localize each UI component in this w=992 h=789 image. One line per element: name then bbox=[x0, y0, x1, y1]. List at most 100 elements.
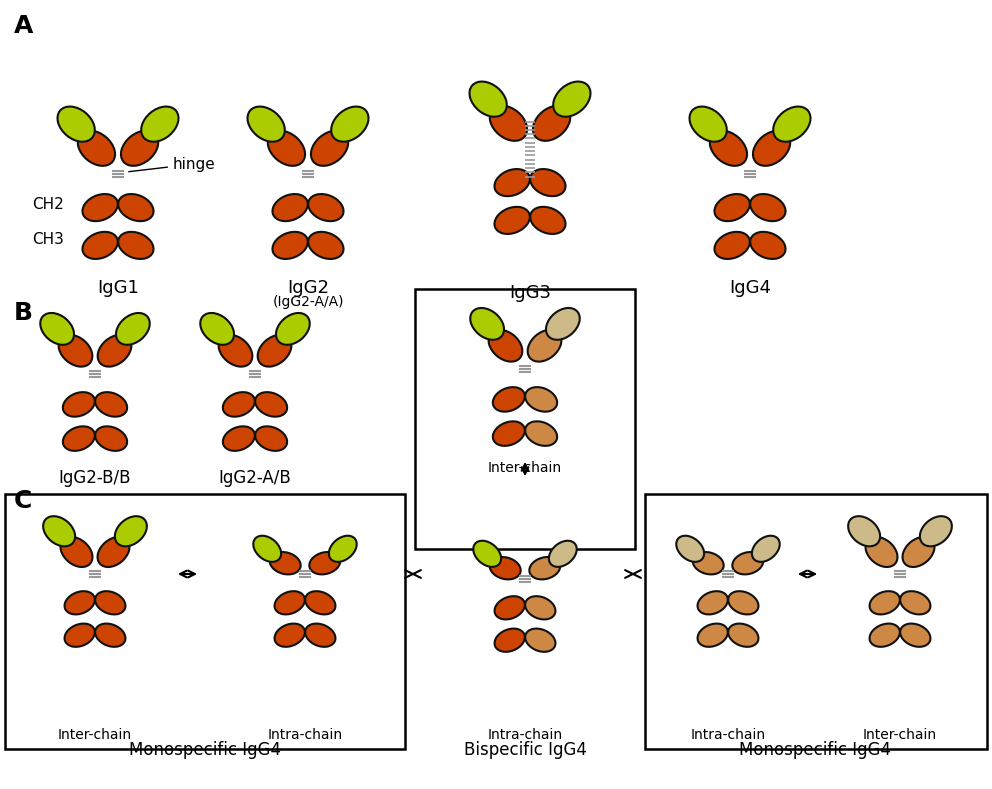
Ellipse shape bbox=[310, 552, 340, 574]
Ellipse shape bbox=[275, 623, 305, 647]
Ellipse shape bbox=[697, 591, 728, 615]
Text: CH3: CH3 bbox=[32, 231, 63, 246]
Ellipse shape bbox=[495, 629, 525, 652]
Text: B: B bbox=[14, 301, 33, 325]
Bar bbox=[645, 494, 987, 749]
Ellipse shape bbox=[495, 596, 525, 619]
Ellipse shape bbox=[677, 536, 704, 562]
Text: hinge: hinge bbox=[129, 156, 215, 172]
Ellipse shape bbox=[200, 313, 234, 345]
Ellipse shape bbox=[77, 131, 115, 166]
Ellipse shape bbox=[64, 591, 95, 615]
Ellipse shape bbox=[900, 591, 930, 615]
Ellipse shape bbox=[528, 330, 561, 361]
Ellipse shape bbox=[223, 426, 255, 451]
Ellipse shape bbox=[753, 131, 791, 166]
Ellipse shape bbox=[920, 516, 952, 546]
Ellipse shape bbox=[273, 194, 308, 221]
Text: Inter-chain: Inter-chain bbox=[863, 728, 937, 742]
Ellipse shape bbox=[848, 516, 880, 546]
Ellipse shape bbox=[554, 81, 590, 117]
Ellipse shape bbox=[58, 107, 95, 142]
Ellipse shape bbox=[900, 623, 930, 647]
Ellipse shape bbox=[253, 536, 281, 562]
Text: Intra-chain: Intra-chain bbox=[690, 728, 766, 742]
Ellipse shape bbox=[525, 629, 556, 652]
Ellipse shape bbox=[752, 536, 780, 562]
Bar bbox=[5, 494, 405, 749]
Ellipse shape bbox=[61, 537, 92, 567]
Ellipse shape bbox=[309, 232, 343, 259]
Text: (IgG2-A/A): (IgG2-A/A) bbox=[272, 295, 344, 309]
Ellipse shape bbox=[490, 106, 527, 141]
Ellipse shape bbox=[275, 591, 305, 615]
Bar bbox=[415, 289, 635, 549]
Ellipse shape bbox=[493, 387, 525, 412]
Text: Monospecific IgG4: Monospecific IgG4 bbox=[739, 741, 891, 759]
Ellipse shape bbox=[732, 552, 763, 574]
Ellipse shape bbox=[473, 540, 501, 567]
Ellipse shape bbox=[697, 623, 728, 647]
Ellipse shape bbox=[490, 557, 521, 579]
Text: CH2: CH2 bbox=[32, 196, 63, 211]
Ellipse shape bbox=[255, 426, 287, 451]
Ellipse shape bbox=[865, 537, 898, 567]
Ellipse shape bbox=[141, 107, 179, 142]
Text: Monospecific IgG4: Monospecific IgG4 bbox=[129, 741, 281, 759]
Ellipse shape bbox=[41, 313, 74, 345]
Text: Bispecific IgG4: Bispecific IgG4 bbox=[463, 741, 586, 759]
Text: Inter-chain: Inter-chain bbox=[58, 728, 132, 742]
Ellipse shape bbox=[714, 194, 750, 221]
Ellipse shape bbox=[493, 421, 525, 446]
Ellipse shape bbox=[64, 623, 95, 647]
Ellipse shape bbox=[530, 169, 565, 196]
Ellipse shape bbox=[95, 591, 125, 615]
Ellipse shape bbox=[494, 169, 530, 196]
Ellipse shape bbox=[255, 392, 287, 417]
Ellipse shape bbox=[714, 232, 750, 259]
Ellipse shape bbox=[750, 194, 786, 221]
Ellipse shape bbox=[870, 591, 900, 615]
Ellipse shape bbox=[95, 392, 127, 417]
Ellipse shape bbox=[223, 392, 255, 417]
Ellipse shape bbox=[728, 591, 759, 615]
Ellipse shape bbox=[268, 131, 306, 166]
Text: IgG2: IgG2 bbox=[287, 279, 329, 297]
Text: A: A bbox=[14, 14, 34, 38]
Ellipse shape bbox=[709, 131, 747, 166]
Ellipse shape bbox=[750, 232, 786, 259]
Ellipse shape bbox=[95, 426, 127, 451]
Ellipse shape bbox=[273, 232, 308, 259]
Text: IgG1: IgG1 bbox=[97, 279, 139, 297]
Ellipse shape bbox=[309, 194, 343, 221]
Ellipse shape bbox=[276, 313, 310, 345]
Ellipse shape bbox=[247, 107, 285, 142]
Ellipse shape bbox=[525, 387, 558, 412]
Ellipse shape bbox=[82, 194, 118, 221]
Ellipse shape bbox=[310, 131, 348, 166]
Ellipse shape bbox=[530, 557, 560, 579]
Ellipse shape bbox=[549, 540, 576, 567]
Ellipse shape bbox=[692, 552, 724, 574]
Ellipse shape bbox=[773, 107, 810, 142]
Ellipse shape bbox=[546, 308, 579, 340]
Text: Inter-chain: Inter-chain bbox=[488, 461, 562, 475]
Text: IgG4: IgG4 bbox=[729, 279, 771, 297]
Ellipse shape bbox=[118, 232, 154, 259]
Ellipse shape bbox=[530, 207, 565, 234]
Ellipse shape bbox=[115, 516, 147, 546]
Ellipse shape bbox=[95, 623, 125, 647]
Ellipse shape bbox=[494, 207, 530, 234]
Ellipse shape bbox=[331, 107, 368, 142]
Ellipse shape bbox=[525, 421, 558, 446]
Ellipse shape bbox=[469, 81, 507, 117]
Ellipse shape bbox=[258, 335, 292, 367]
Ellipse shape bbox=[306, 623, 335, 647]
Ellipse shape bbox=[689, 107, 727, 142]
Ellipse shape bbox=[121, 131, 159, 166]
Ellipse shape bbox=[218, 335, 252, 367]
Ellipse shape bbox=[470, 308, 504, 340]
Ellipse shape bbox=[306, 591, 335, 615]
Ellipse shape bbox=[59, 335, 92, 367]
Ellipse shape bbox=[329, 536, 357, 562]
